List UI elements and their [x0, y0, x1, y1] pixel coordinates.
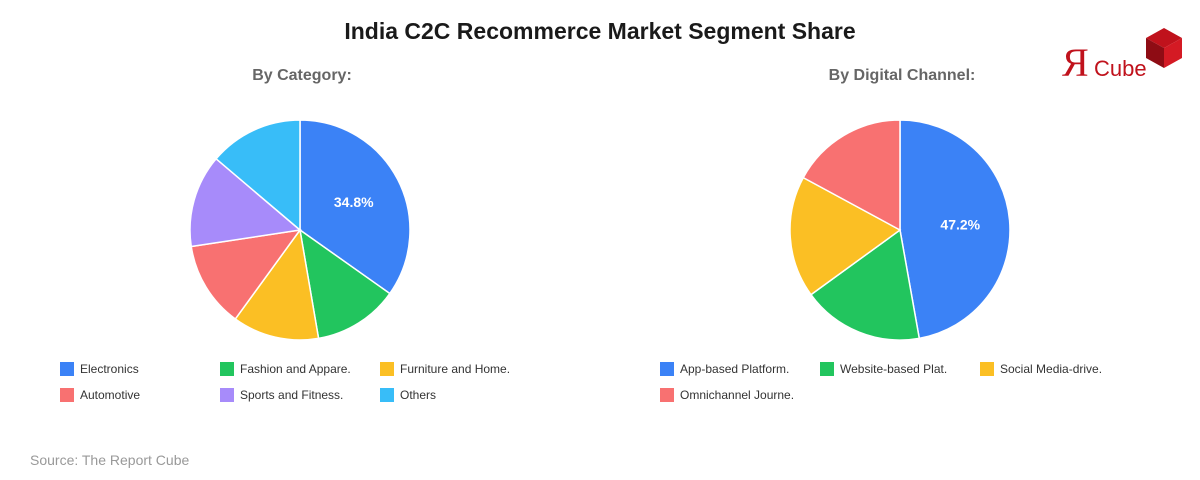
legend-swatch	[660, 362, 674, 376]
legend-item-website-based-plat: Website-based Plat.	[820, 362, 947, 376]
legend-swatch	[380, 388, 394, 402]
pie-slice-website-based-plat	[809, 228, 921, 341]
pie-slice-omnichannel-journe	[802, 119, 901, 232]
legend-label: Sports and Fitness.	[240, 388, 344, 402]
legend-swatch	[980, 362, 994, 376]
pie-slice-app-based-platform	[899, 119, 1011, 340]
channel-chart-title: By Digital Channel:	[828, 67, 976, 84]
channel-pie-chart: 47.2%	[789, 119, 1011, 341]
legend-swatch	[660, 388, 674, 402]
logo-letter: Я	[1062, 40, 1089, 82]
chart-title: India C2C Recommerce Market Segment Shar…	[344, 18, 856, 44]
legend-swatch	[60, 388, 74, 402]
category-chart-title: By Category:	[252, 67, 352, 84]
pie-slice-sports-and-fitness	[189, 157, 302, 248]
pie-slice-fashion-and-appare	[298, 228, 391, 340]
legend-swatch	[220, 388, 234, 402]
cube-icon	[1146, 28, 1182, 68]
pie-slice-furniture-and-home	[234, 228, 320, 341]
source-note: Source: The Report Cube	[30, 452, 190, 468]
pie-slice-others	[215, 119, 301, 232]
legend-label: Electronics	[80, 362, 139, 376]
legend-item-electronics: Electronics	[60, 362, 139, 376]
report-cube-logo: Я Cube	[1060, 26, 1184, 85]
legend-label: Furniture and Home.	[400, 362, 511, 376]
data-label-electronics: 34.8%	[334, 194, 374, 210]
legend-label: Fashion and Appare.	[240, 362, 351, 376]
legend-label: Omnichannel Journe.	[680, 388, 795, 402]
logo-word: Cube	[1094, 56, 1147, 81]
legend-label: Automotive	[80, 388, 141, 402]
legend-label: Social Media-drive.	[1000, 362, 1103, 376]
legend-item-sports-and-fitness: Sports and Fitness.	[220, 388, 343, 402]
legend-swatch	[380, 362, 394, 376]
legend-swatch	[60, 362, 74, 376]
legend-item-app-based-platform: App-based Platform.	[660, 362, 789, 376]
legend-label: App-based Platform.	[680, 362, 790, 376]
legend-swatch	[820, 362, 834, 376]
legend-item-social-media-drive: Social Media-drive.	[980, 362, 1102, 376]
legend-swatch	[220, 362, 234, 376]
legend-item-automotive: Automotive	[60, 388, 140, 402]
legend-label: Website-based Plat.	[840, 362, 948, 376]
pie-slice-automotive	[190, 228, 302, 321]
legend-item-others: Others	[380, 388, 436, 402]
pie-slice-social-media-drive	[789, 176, 902, 296]
legend-label: Others	[400, 388, 437, 402]
legend-item-furniture-and-home: Furniture and Home.	[380, 362, 510, 376]
pie-slice-electronics	[299, 119, 411, 295]
legend-item-omnichannel-journe: Omnichannel Journe.	[660, 388, 794, 402]
category-pie-chart: 34.8%	[189, 119, 411, 341]
legend-item-fashion-and-appare: Fashion and Appare.	[220, 362, 351, 376]
data-label-app-based-platform: 47.2%	[940, 217, 980, 233]
